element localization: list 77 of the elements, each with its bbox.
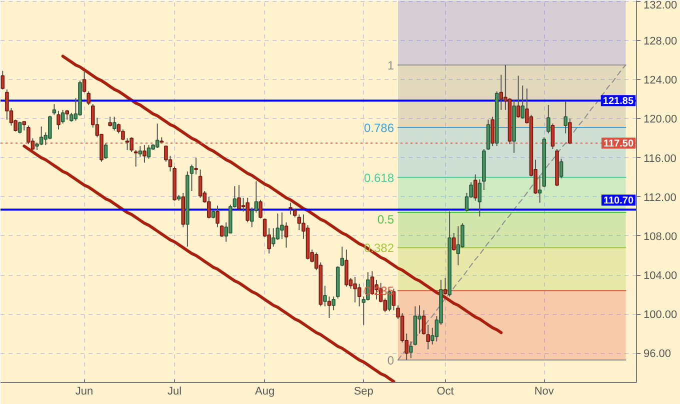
series-label: 0.786 bbox=[364, 121, 394, 136]
candlestick bbox=[422, 310, 426, 336]
candlestick bbox=[65, 109, 70, 120]
candlestick bbox=[357, 283, 362, 307]
candlestick bbox=[52, 104, 56, 116]
candlestick bbox=[39, 126, 44, 146]
candlestick bbox=[82, 71, 86, 93]
x-tick-label: Nov bbox=[534, 386, 554, 398]
candlestick bbox=[280, 212, 284, 240]
x-tick-label: Sep bbox=[354, 386, 374, 398]
series-label: 0.618 bbox=[364, 170, 394, 185]
candlestick bbox=[246, 197, 250, 223]
candlestick bbox=[18, 121, 22, 134]
candlestick bbox=[520, 84, 525, 120]
candlestick bbox=[426, 324, 430, 350]
candlestick bbox=[112, 116, 116, 131]
candlestick bbox=[134, 149, 138, 168]
candlestick bbox=[473, 174, 478, 202]
candlestick bbox=[408, 340, 413, 359]
y-tick-label: 128.00 bbox=[644, 36, 678, 48]
y-tick-label: 116.00 bbox=[644, 152, 676, 165]
candlestick bbox=[146, 144, 151, 160]
candlestick bbox=[155, 123, 160, 149]
y-tick-label: 108.00 bbox=[644, 230, 678, 243]
x-tick-label: Jul bbox=[168, 386, 182, 398]
candlestick bbox=[516, 75, 520, 118]
candlestick bbox=[125, 138, 130, 150]
candlestick bbox=[340, 246, 344, 267]
series-label: 0 bbox=[387, 354, 394, 368]
x-tick-label: Jun bbox=[75, 386, 94, 398]
candlestick bbox=[198, 169, 202, 198]
candlestick bbox=[237, 184, 241, 210]
candlestick bbox=[568, 118, 572, 145]
candlestick bbox=[258, 199, 262, 219]
candlestick bbox=[142, 144, 146, 164]
candlestick bbox=[0, 70, 5, 90]
candlestick bbox=[104, 142, 108, 160]
series-label: 0.235 bbox=[364, 284, 394, 298]
candlestick bbox=[332, 296, 336, 311]
y-tick-label: 124.00 bbox=[644, 74, 678, 87]
ref-line-label: 117.50 bbox=[603, 138, 634, 150]
y-tick-label: 132.00 bbox=[644, 0, 678, 12]
x-tick-label: Aug bbox=[255, 386, 275, 398]
candlestick bbox=[194, 157, 198, 175]
candlestick bbox=[456, 226, 460, 266]
candlestick bbox=[288, 202, 292, 215]
candlestick bbox=[550, 123, 555, 150]
candlestick bbox=[108, 116, 112, 128]
candlestick bbox=[56, 110, 60, 130]
candlestick bbox=[443, 277, 448, 296]
candlestick bbox=[216, 205, 220, 228]
candlestick bbox=[220, 224, 224, 238]
ref-line-label: 121.85 bbox=[602, 96, 634, 108]
line-series bbox=[61, 54, 503, 334]
candlestick bbox=[297, 214, 302, 231]
candlestick bbox=[276, 212, 280, 240]
candlestick bbox=[130, 136, 134, 152]
candlestick bbox=[138, 146, 142, 158]
y-tick-label: 120.00 bbox=[644, 114, 678, 126]
y-tick-label: 96.00 bbox=[644, 348, 672, 360]
y-tick-label: 100.00 bbox=[644, 309, 678, 322]
candlestick bbox=[559, 158, 564, 179]
candlestick bbox=[490, 116, 494, 147]
candlestick bbox=[353, 276, 357, 303]
y-tick-label: 112.00 bbox=[644, 192, 676, 204]
y-tick-label: 104.00 bbox=[644, 270, 678, 282]
candlestick bbox=[284, 222, 288, 248]
candlestick bbox=[327, 296, 332, 319]
candlestick bbox=[478, 178, 482, 217]
line-series bbox=[22, 144, 396, 382]
candlestick bbox=[60, 109, 65, 124]
x-tick-label: Oct bbox=[436, 386, 454, 398]
series-label: 0.5 bbox=[377, 212, 394, 227]
ref-line-label: 110.70 bbox=[603, 196, 634, 207]
series-label: 1 bbox=[387, 58, 394, 72]
candlestick bbox=[564, 100, 568, 134]
candlestick bbox=[86, 90, 90, 106]
